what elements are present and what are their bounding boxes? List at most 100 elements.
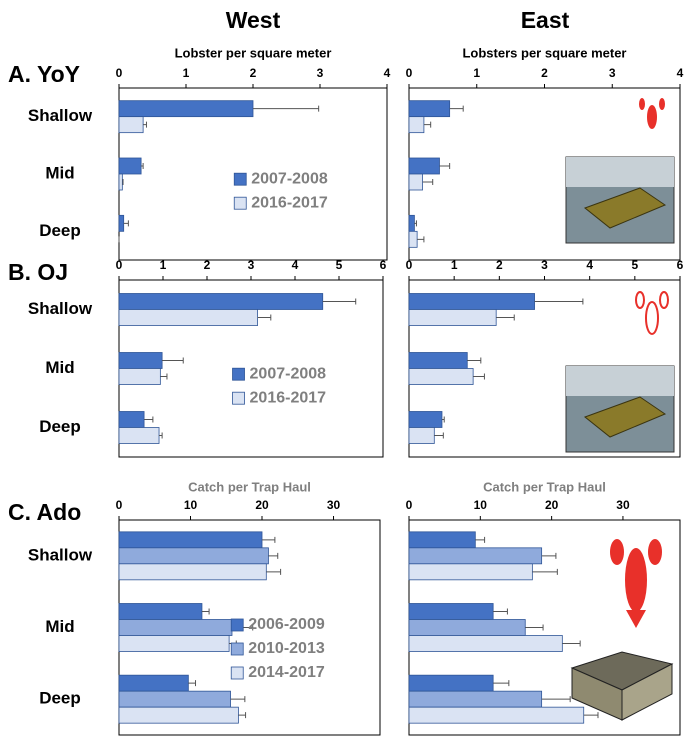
legend-label: 2007-2008 — [250, 365, 327, 382]
bar — [119, 215, 124, 231]
trap-photo — [566, 366, 674, 452]
x-tick-label: 0 — [116, 66, 123, 80]
x-tick-label: 10 — [474, 498, 488, 512]
bar — [409, 675, 493, 691]
bar — [119, 548, 268, 564]
x-tick-label: 3 — [609, 66, 616, 80]
x-tick-label: 0 — [116, 258, 123, 272]
bar — [409, 369, 473, 385]
bar — [409, 215, 414, 231]
x-axis-label: Lobsters per square meter — [462, 45, 626, 60]
bar — [409, 564, 532, 580]
x-tick-label: 4 — [677, 66, 684, 80]
bar — [409, 231, 417, 247]
bar — [409, 548, 542, 564]
bar — [119, 675, 188, 691]
x-tick-label: 6 — [380, 258, 387, 272]
bar — [409, 101, 450, 117]
x-tick-label: 1 — [451, 258, 458, 272]
category-label: Deep — [39, 221, 81, 240]
x-tick-label: 1 — [160, 258, 167, 272]
category-label: Shallow — [28, 106, 93, 125]
legend-label: 2016-2017 — [250, 389, 327, 406]
bar — [119, 532, 262, 548]
legend-label: 2014-2017 — [248, 664, 325, 681]
legend-swatch — [233, 368, 245, 380]
x-tick-label: 1 — [183, 66, 190, 80]
category-label: Mid — [45, 358, 74, 377]
x-tick-label: 0 — [406, 498, 413, 512]
category-label: Mid — [45, 617, 74, 636]
bar — [119, 412, 144, 428]
bar — [409, 353, 467, 369]
legend-swatch — [231, 643, 243, 655]
bar — [119, 158, 141, 174]
bar — [119, 294, 323, 310]
x-tick-label: 30 — [616, 498, 630, 512]
trap-photo — [566, 157, 674, 243]
legend-swatch — [233, 392, 245, 404]
column-title: West — [226, 7, 281, 33]
category-label: Mid — [45, 163, 74, 182]
category-label: Shallow — [28, 545, 93, 564]
bar — [409, 620, 525, 636]
x-tick-label: 2 — [541, 66, 548, 80]
x-tick-label: 3 — [248, 258, 255, 272]
legend-swatch — [231, 619, 243, 631]
legend-swatch — [234, 197, 246, 209]
row-label: C. Ado — [8, 499, 81, 525]
bar — [409, 294, 535, 310]
bar — [119, 428, 159, 444]
bar — [409, 158, 439, 174]
figure: West East A. YoY B. OJ C. Ado 0 1 2 3 4 Lobst… — [0, 0, 685, 738]
bar — [119, 174, 122, 190]
x-axis-label: Catch per Trap Haul — [188, 479, 311, 494]
bar — [409, 412, 442, 428]
bar — [409, 532, 475, 548]
row-label: A. YoY — [8, 61, 80, 87]
legend-label: 2006-2009 — [248, 616, 325, 633]
bar — [119, 101, 253, 117]
bar — [409, 691, 542, 707]
x-tick-label: 0 — [406, 66, 413, 80]
legend-label: 2010-2013 — [248, 640, 325, 657]
bar — [119, 707, 238, 723]
x-tick-label: 0 — [116, 498, 123, 512]
bar — [409, 636, 562, 652]
x-tick-label: 20 — [255, 498, 269, 512]
row-label: B. OJ — [8, 259, 68, 285]
bar — [409, 707, 584, 723]
bar — [119, 691, 231, 707]
x-tick-label: 0 — [406, 258, 413, 272]
bar — [409, 174, 423, 190]
x-tick-label: 2 — [250, 66, 257, 80]
legend-swatch — [234, 173, 246, 185]
column-title: East — [521, 7, 570, 33]
x-tick-label: 6 — [677, 258, 684, 272]
bar — [409, 604, 493, 620]
bar — [119, 117, 143, 133]
x-tick-label: 2 — [496, 258, 503, 272]
x-tick-label: 3 — [317, 66, 324, 80]
bar — [119, 564, 266, 580]
category-label: Deep — [39, 417, 81, 436]
x-axis-label: Lobster per square meter — [175, 45, 332, 60]
legend-label: 2016-2017 — [251, 194, 328, 211]
x-tick-label: 4 — [292, 258, 299, 272]
legend-label: 2007-2008 — [251, 170, 328, 187]
x-tick-label: 4 — [384, 66, 391, 80]
x-tick-label: 3 — [541, 258, 548, 272]
category-label: Shallow — [28, 299, 93, 318]
x-tick-label: 5 — [336, 258, 343, 272]
x-tick-label: 30 — [327, 498, 341, 512]
bar — [119, 353, 162, 369]
x-tick-label: 10 — [184, 498, 198, 512]
bar — [119, 310, 258, 326]
bar — [409, 428, 434, 444]
bar — [119, 636, 229, 652]
bar — [409, 310, 496, 326]
x-tick-label: 5 — [631, 258, 638, 272]
x-tick-label: 2 — [204, 258, 211, 272]
bar — [119, 604, 202, 620]
x-tick-label: 1 — [473, 66, 480, 80]
